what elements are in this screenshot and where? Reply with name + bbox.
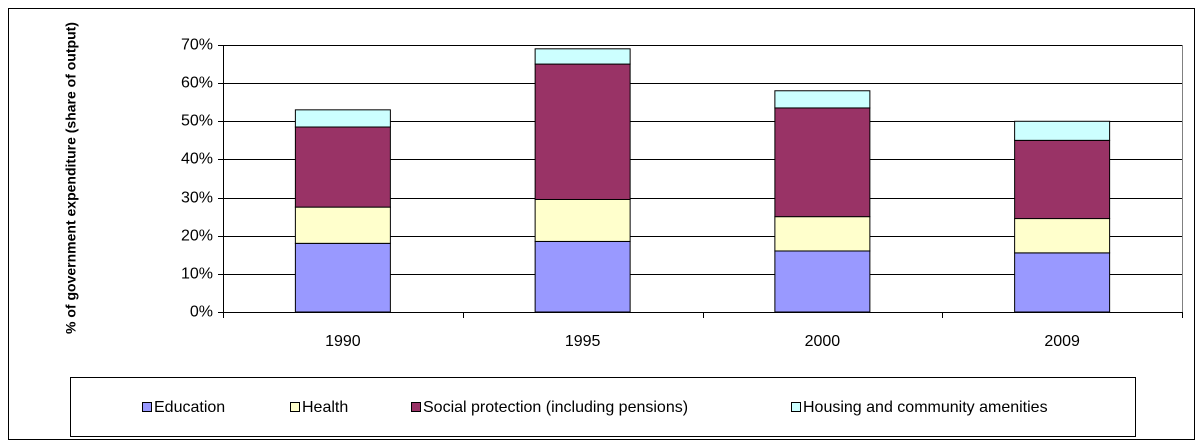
- legend-label: Health: [302, 399, 348, 416]
- y-tick-label: 0%: [190, 304, 213, 321]
- bar-segment: [534, 63, 631, 200]
- legend-swatch: [290, 402, 300, 412]
- x-tick-label: 1990: [325, 333, 361, 350]
- bar-segment: [534, 198, 631, 242]
- bar-segment: [774, 90, 871, 109]
- legend-swatch: [411, 402, 421, 412]
- bar-segment: [1014, 120, 1111, 141]
- bar-segment: [294, 126, 391, 208]
- x-tick-label: 2009: [1044, 333, 1080, 350]
- legend-label: Education: [154, 399, 225, 416]
- legend-swatch: [791, 402, 801, 412]
- bar-segment: [1014, 218, 1111, 254]
- y-tick-label: 60%: [181, 75, 213, 92]
- bar-segment: [1014, 139, 1111, 220]
- bar-segment: [774, 216, 871, 252]
- y-tick-label: 20%: [181, 228, 213, 245]
- legend-label: Social protection (including pensions): [423, 399, 688, 416]
- bar-segment: [1014, 252, 1111, 313]
- y-tick-label: 10%: [181, 266, 213, 283]
- bar-segment: [294, 206, 391, 244]
- bar-segment: [774, 250, 871, 313]
- y-tick-label: 40%: [181, 151, 213, 168]
- bar-segment: [534, 48, 631, 65]
- legend-box: [70, 377, 1136, 437]
- bar-segment: [534, 240, 631, 313]
- bar-segment: [294, 109, 391, 128]
- legend-label: Housing and community amenities: [803, 399, 1048, 416]
- y-axis-label: % of government expenditure (share of ou…: [63, 22, 79, 334]
- legend-swatch: [142, 402, 152, 412]
- y-tick-label: 70%: [181, 37, 213, 54]
- x-tick-label: 1995: [565, 333, 601, 350]
- y-tick-label: 30%: [181, 190, 213, 207]
- y-tick-label: 50%: [181, 113, 213, 130]
- x-tick-label: 2000: [805, 333, 841, 350]
- bar-segment: [774, 107, 871, 218]
- bar-segment: [294, 242, 391, 313]
